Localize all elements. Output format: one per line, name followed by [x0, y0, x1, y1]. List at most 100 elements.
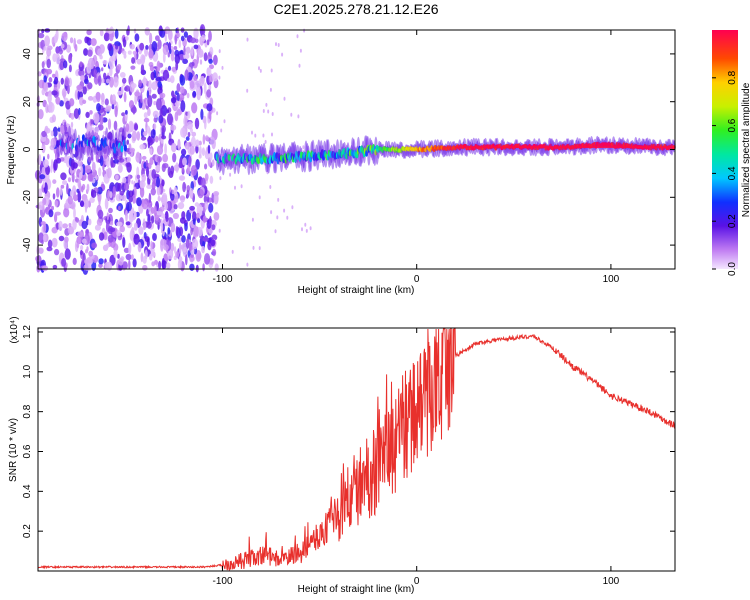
noise-blob: [137, 241, 142, 253]
noise-blob: [83, 48, 89, 56]
noise-blob: [139, 42, 145, 51]
noise-blob: [124, 86, 128, 92]
noise-blob: [51, 237, 58, 248]
noise-blob: [130, 254, 134, 260]
noise-blob: [73, 108, 80, 119]
noise-blob: [151, 180, 156, 191]
noise-speck: [296, 34, 299, 39]
noise-blob: [55, 96, 61, 105]
noise-blob: [131, 57, 136, 64]
noise-blob: [187, 110, 191, 119]
noise-blob: [161, 179, 165, 187]
noise-speck: [258, 195, 261, 200]
noise-blob: [96, 94, 101, 103]
noise-blob: [51, 114, 57, 123]
noise-blob: [90, 119, 94, 125]
noise-blob: [105, 105, 112, 110]
noise-blob: [133, 222, 138, 231]
noise-blob: [118, 258, 124, 266]
noise-blob: [60, 43, 65, 49]
noise-blob: [189, 205, 196, 211]
noise-blob: [68, 223, 72, 228]
noise-blob: [175, 251, 180, 258]
noise-blob: [194, 117, 200, 130]
noise-blob: [184, 222, 188, 232]
noise-blob: [94, 126, 100, 133]
noise-blob: [134, 186, 137, 198]
noise-blob: [146, 184, 153, 189]
noise-blob: [97, 124, 104, 131]
noise-blob: [206, 67, 212, 77]
noise-blob: [91, 161, 96, 173]
noise-blob: [98, 258, 104, 265]
noise-blob: [151, 81, 158, 91]
noise-blob: [128, 259, 131, 270]
noise-blob: [148, 80, 152, 91]
noise-blob: [167, 29, 173, 41]
noise-blob: [212, 72, 218, 82]
noise-blob: [128, 100, 135, 109]
noise-blob: [120, 85, 124, 95]
noise-blob: [206, 89, 212, 98]
noise-blob: [179, 217, 186, 224]
noise-blob: [63, 207, 70, 218]
noise-blob: [41, 130, 47, 138]
noise-blob: [196, 89, 201, 101]
noise-blob: [50, 137, 57, 149]
noise-blob: [87, 218, 92, 226]
noise-blob: [61, 32, 68, 42]
noise-blob: [182, 181, 187, 193]
noise-blob: [206, 103, 213, 112]
noise-blob: [80, 245, 84, 251]
noise-blob: [208, 84, 212, 91]
noise-blob: [71, 172, 75, 183]
noise-blob: [73, 207, 76, 219]
noise-blob: [42, 181, 45, 188]
noise-blob: [51, 205, 54, 211]
spectrogram-xlabel: Height of straight line (km): [298, 285, 415, 296]
noise-blob: [125, 36, 129, 41]
noise-blob: [207, 144, 211, 154]
noise-blob: [134, 91, 141, 97]
noise-blob: [85, 111, 90, 118]
noise-blob: [168, 42, 172, 51]
noise-blob: [144, 249, 148, 260]
noise-blob: [64, 248, 71, 260]
noise-blob: [50, 165, 53, 173]
colorbar: 0.0 0.2 0.4 0.6 0.8 Normalized spectral ampl…: [712, 30, 750, 276]
noise-speck: [301, 227, 303, 232]
track-core: [72, 147, 76, 155]
noise-blob: [201, 147, 205, 157]
noise-blob: [121, 194, 127, 201]
noise-blob: [183, 45, 186, 56]
noise-blob: [164, 202, 169, 211]
noise-blob: [206, 39, 210, 46]
noise-blob: [79, 200, 85, 207]
noise-blob: [150, 71, 155, 81]
noise-blob: [178, 162, 184, 169]
noise-blob: [162, 44, 169, 56]
noise-blob: [188, 156, 192, 168]
noise-blob: [63, 121, 67, 132]
noise-blob: [83, 264, 87, 271]
noise-blob: [176, 33, 181, 38]
noise-blob: [131, 106, 137, 114]
noise-blob: [147, 95, 153, 107]
noise-blob: [149, 148, 153, 155]
noise-blob: [181, 148, 187, 156]
noise-blob: [103, 231, 108, 241]
noise-blob: [126, 156, 131, 163]
noise-blob: [146, 166, 149, 177]
noise-blob: [68, 53, 72, 61]
noise-blob: [52, 179, 57, 185]
noise-blob: [79, 171, 83, 180]
noise-blob: [104, 261, 110, 270]
noise-blob: [155, 35, 160, 41]
noise-blob: [162, 194, 168, 203]
noise-blob: [143, 221, 147, 231]
noise-blob: [166, 262, 171, 269]
noise-blob: [90, 38, 97, 47]
noise-blob: [140, 128, 145, 139]
spec-ytick-label: -20: [22, 190, 33, 205]
noise-blob: [128, 190, 134, 198]
